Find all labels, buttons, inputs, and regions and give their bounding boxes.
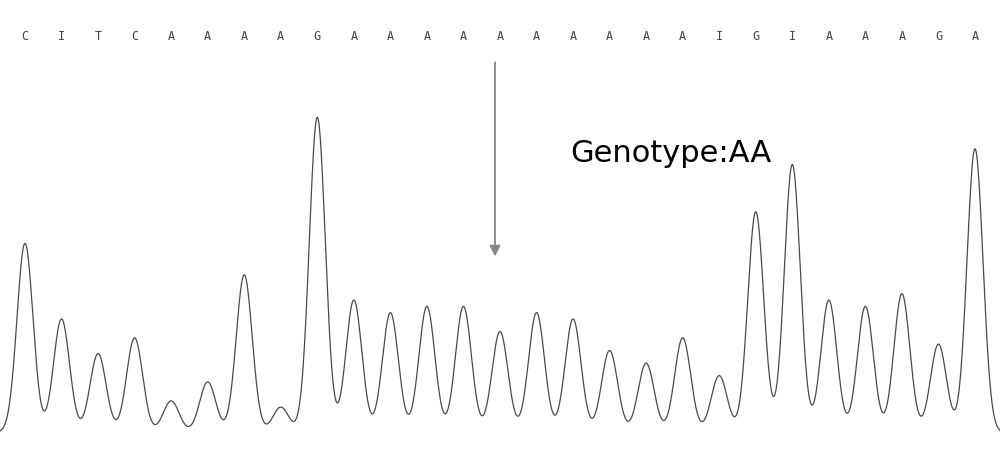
Text: A: A [241,30,248,43]
Text: T: T [95,30,102,43]
Text: A: A [643,30,650,43]
Text: I: I [58,30,65,43]
Text: A: A [496,30,504,43]
Text: A: A [423,30,430,43]
Text: A: A [898,30,905,43]
Text: A: A [204,30,211,43]
Text: I: I [789,30,796,43]
Text: A: A [350,30,357,43]
Text: A: A [679,30,686,43]
Text: A: A [168,30,175,43]
Text: A: A [606,30,613,43]
Text: C: C [131,30,138,43]
Text: C: C [21,30,29,43]
Text: G: G [314,30,321,43]
Text: A: A [825,30,832,43]
Text: G: G [935,30,942,43]
Text: A: A [533,30,540,43]
Text: G: G [752,30,759,43]
Text: A: A [570,30,577,43]
Text: I: I [716,30,723,43]
Text: Genotype:AA: Genotype:AA [570,139,771,168]
Text: A: A [387,30,394,43]
Text: A: A [862,30,869,43]
Text: A: A [277,30,284,43]
Text: A: A [971,30,979,43]
Text: A: A [460,30,467,43]
